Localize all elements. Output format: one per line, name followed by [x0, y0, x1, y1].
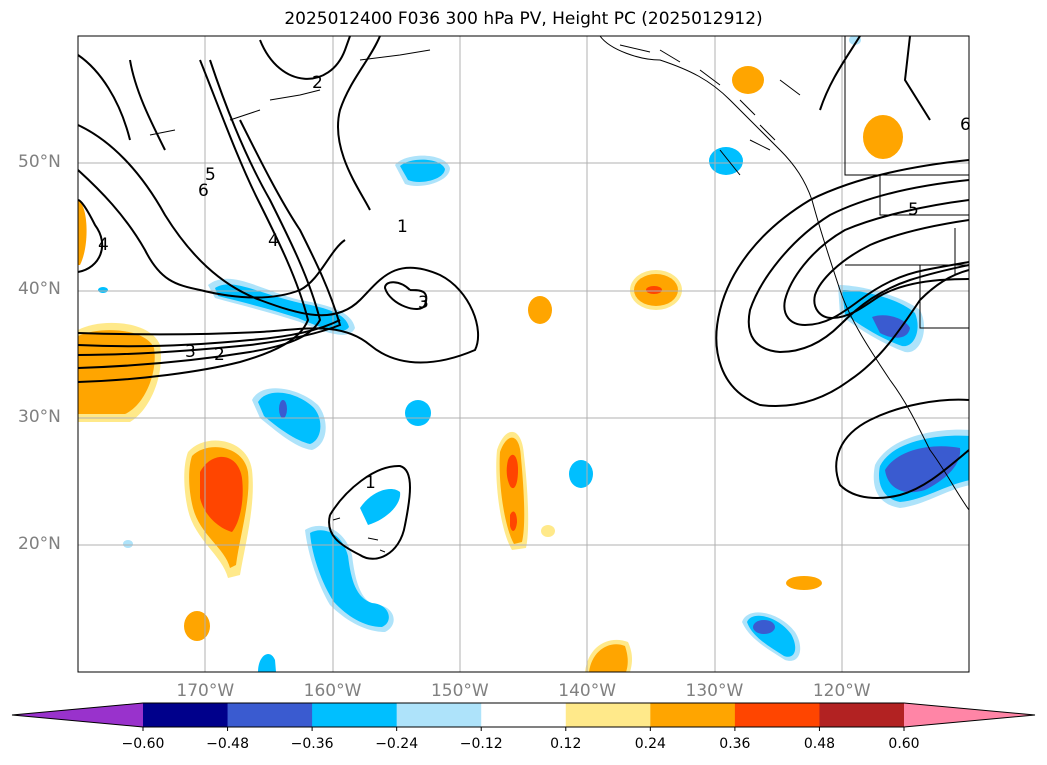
colorbar-tick-label: −0.60 [121, 736, 165, 752]
colorbar-segment [481, 703, 567, 727]
colorbar-segment [565, 703, 651, 727]
latitude-label: 30°N [18, 406, 61, 427]
contour-label: 2 [312, 73, 323, 93]
colorbar-tick-label: −0.36 [290, 736, 334, 752]
contour-label: 4 [268, 231, 279, 251]
contour-label: 2 [214, 345, 225, 365]
contour-label: 1 [365, 473, 376, 493]
pv-anomaly-negative [279, 400, 287, 418]
pv-anomaly-positive [200, 456, 243, 532]
contour-label: 6 [960, 115, 971, 135]
colorbar-tick-label: 0.24 [634, 736, 666, 752]
pv-anomaly-positive [506, 454, 518, 489]
colorbar-tick-label: 0.60 [888, 736, 920, 752]
pv-anomaly-positive [528, 296, 552, 324]
colorbar-tick-label: −0.12 [459, 736, 503, 752]
pv-anomaly-negative [400, 159, 445, 182]
contour-label: 4 [98, 235, 109, 255]
longitude-label: 160°W [303, 681, 362, 701]
longitude-label: 120°W [812, 681, 871, 701]
longitude-label: 170°W [176, 681, 235, 701]
pv-anomaly-negative [753, 620, 775, 634]
coastlines [149, 36, 969, 553]
pv-anomaly-negative [123, 540, 133, 548]
pv-anomaly-negative [360, 488, 401, 525]
pv-anomaly-positive [863, 115, 903, 159]
colorbar-extend-low [12, 703, 143, 727]
map-plot-area [78, 36, 969, 672]
pv-anomaly-negative [98, 287, 108, 293]
longitude-label: 150°W [430, 681, 489, 701]
pv-anomaly-negative [872, 315, 910, 338]
latitude-label: 50°N [18, 152, 61, 173]
contour-label: 1 [397, 217, 408, 237]
longitude-label: 140°W [558, 681, 617, 701]
contour-label: 3 [418, 293, 429, 313]
colorbar-segment [312, 703, 398, 727]
map-gridlines [78, 36, 969, 672]
contour-label: 5 [908, 200, 919, 220]
pv-anomaly-negative [258, 653, 276, 672]
map-frame [77, 35, 970, 673]
contour-label: 3 [185, 342, 196, 362]
colorbar-tick-label: −0.24 [375, 736, 419, 752]
pv-anomaly-negative [405, 400, 431, 426]
colorbar-segment [650, 703, 736, 727]
pv-anomaly-positive [78, 330, 155, 414]
colorbar-segment [396, 703, 482, 727]
pv-anomaly-positive [589, 644, 628, 672]
pv-anomaly-negative [569, 460, 593, 488]
colorbar-segment [819, 703, 905, 727]
pv-anomaly-negative [709, 147, 743, 175]
latitude-label: 20°N [18, 533, 61, 554]
pv-anomaly-positive [646, 286, 662, 294]
colorbar [11, 702, 1036, 731]
colorbar-segment [227, 703, 313, 727]
pv-anomaly-positive [499, 437, 525, 544]
page-title: 2025012400 F036 300 hPa PV, Height PC (2… [284, 9, 763, 29]
colorbar-tick-label: 0.48 [803, 736, 836, 752]
colorbar-tick-label: 0.12 [550, 736, 582, 752]
pv-anomaly-positive [184, 611, 210, 641]
contour-label: 5 [205, 165, 216, 185]
pv-anomaly-positive [78, 200, 87, 265]
pv-anomaly-negative [885, 446, 961, 493]
pv-anomaly-positive [510, 511, 517, 531]
pv-fill-layer [78, 36, 969, 672]
colorbar-tick-label: 0.36 [719, 736, 751, 752]
contour-label-layer: 1 2 3 4 5 6 1 2 3 4 5 6 [98, 73, 971, 493]
colorbar-segment [143, 703, 229, 727]
height-contours [78, 36, 969, 560]
colorbar-segment [734, 703, 820, 727]
pv-anomaly-positive [786, 576, 822, 590]
contour-label: 6 [198, 181, 209, 201]
latitude-label: 40°N [18, 279, 61, 300]
longitude-label: 130°W [685, 681, 744, 701]
colorbar-extend-high [904, 703, 1035, 727]
colorbar-tick-label: −0.48 [206, 736, 249, 752]
pv-anomaly-positive [541, 525, 555, 537]
pv-anomaly-positive [732, 66, 764, 94]
pv-anomaly-negative [310, 530, 389, 627]
